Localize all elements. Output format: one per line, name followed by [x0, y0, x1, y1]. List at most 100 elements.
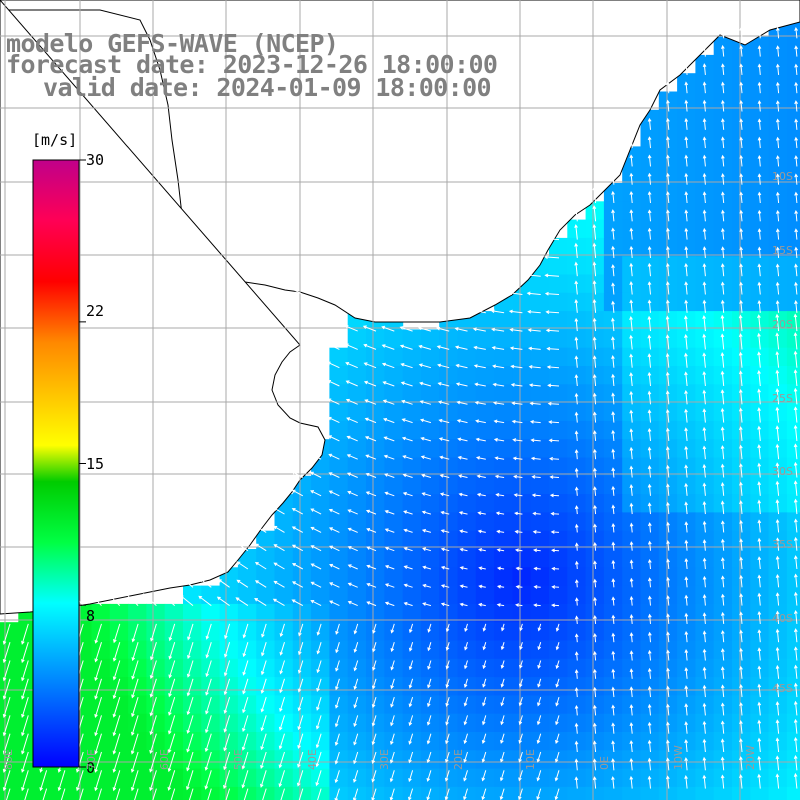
field-cell [494, 402, 513, 422]
wind-arrow [254, 598, 267, 607]
field-cell [91, 786, 111, 800]
wind-arrow [316, 678, 322, 692]
wind-arrow [720, 702, 725, 716]
wind-arrow [545, 310, 560, 315]
field-cell [530, 549, 550, 568]
wind-arrow [334, 788, 340, 800]
field-cell [512, 585, 532, 605]
wind-arrow [438, 437, 450, 442]
wind-arrow [346, 435, 358, 442]
field-cell [750, 311, 770, 330]
field-cell [201, 695, 221, 715]
wind-arrow [702, 263, 707, 277]
field-cell [402, 567, 422, 587]
wind-arrow [775, 443, 780, 460]
field-cell [128, 677, 147, 696]
wind-arrow [592, 740, 597, 753]
wind-arrow [593, 704, 597, 716]
wind-arrow [21, 678, 29, 700]
field-cell [567, 622, 587, 642]
wind-arrow [519, 623, 523, 632]
wind-arrow [94, 696, 102, 719]
wind-arrow [574, 317, 579, 332]
wind-arrow [739, 481, 743, 496]
wind-arrow [793, 387, 798, 405]
field-cell [512, 384, 532, 404]
wind-arrow [757, 425, 762, 441]
field-cell [256, 732, 276, 751]
wind-arrow [345, 380, 358, 387]
wind-arrow [519, 660, 523, 669]
wind-arrow [794, 209, 799, 222]
wind-arrow [702, 44, 707, 57]
field-cell [219, 585, 239, 605]
wind-arrow [665, 390, 670, 405]
field-cell [677, 402, 696, 422]
wind-arrow [793, 718, 798, 734]
field-cell [292, 695, 312, 715]
wind-arrow [508, 291, 523, 296]
field-cell [237, 713, 257, 733]
field-cell [420, 658, 440, 678]
wind-arrow [720, 352, 725, 368]
wind-arrow [440, 584, 450, 588]
field-cell [256, 530, 276, 550]
colorbar-tick-8: 8 [86, 607, 96, 625]
field-cell [366, 530, 385, 550]
field-cell [402, 732, 422, 751]
field-cell [311, 512, 330, 532]
wind-arrow [329, 545, 340, 552]
valid-date: valid date: 2024-01-09 18:00:00 [43, 73, 492, 102]
field-cell [603, 530, 623, 550]
wind-arrow [702, 209, 707, 222]
field-cell [475, 530, 495, 550]
wind-arrow [665, 334, 670, 350]
wind-arrow [149, 696, 157, 717]
field-cell [384, 786, 404, 800]
wind-arrow [298, 623, 304, 637]
wind-arrow [611, 485, 616, 496]
field-cell [347, 329, 367, 349]
field-cell [109, 786, 129, 800]
field-cell [311, 475, 330, 495]
field-cell [329, 530, 349, 550]
wind-arrow [592, 205, 597, 222]
wind-arrow [720, 445, 725, 460]
grid-label-lon: 20W [744, 745, 757, 770]
field-cell [457, 439, 477, 459]
field-cell [292, 585, 312, 605]
field-cell [494, 457, 513, 477]
wind-arrow [666, 576, 670, 588]
wind-arrow [463, 788, 468, 800]
wind-arrow [611, 522, 616, 533]
wind-arrow [279, 623, 285, 638]
wind-arrow [666, 501, 670, 515]
wind-arrow [666, 172, 670, 185]
field-cell [786, 128, 800, 147]
field-cell [420, 494, 440, 513]
field-cell [549, 677, 568, 696]
wind-arrow [353, 660, 359, 672]
field-cell [237, 768, 257, 788]
field-cell [457, 786, 477, 800]
wind-arrow [366, 564, 377, 570]
wind-arrow [496, 584, 505, 589]
wind-arrow [21, 733, 29, 755]
wind-arrow [794, 263, 798, 277]
wind-arrow [168, 678, 176, 698]
field-cell [274, 585, 294, 605]
wind-arrow [329, 563, 340, 570]
wind-arrow [242, 678, 249, 695]
wind-arrow [476, 492, 486, 497]
wind-arrow [403, 601, 413, 607]
wind-arrow [739, 463, 743, 478]
wind-arrow [647, 703, 652, 716]
field-cell [329, 622, 349, 642]
field-cell [274, 658, 294, 678]
wind-arrow [684, 739, 689, 753]
wind-arrow [794, 228, 799, 240]
wind-arrow [647, 465, 652, 478]
wind-arrow [666, 558, 670, 570]
field-cell [347, 347, 367, 367]
wind-arrow [438, 418, 450, 424]
